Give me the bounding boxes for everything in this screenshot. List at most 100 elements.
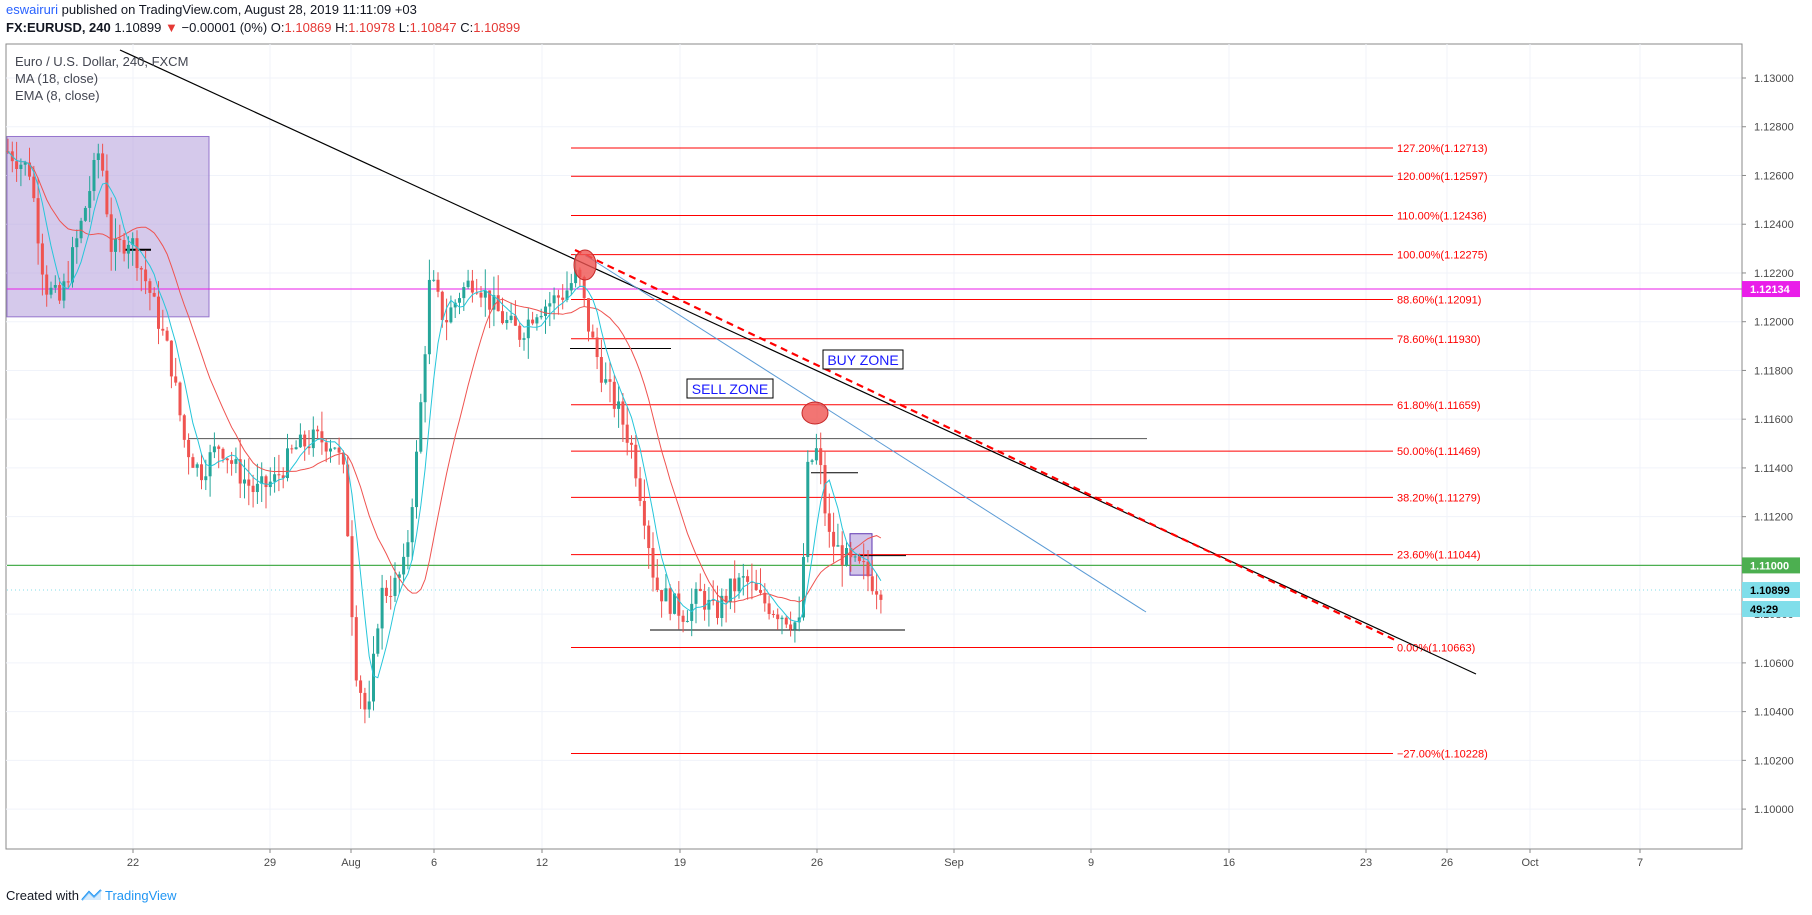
- candle-body: [316, 429, 320, 432]
- last-price-tag: 1.10899: [1750, 585, 1790, 597]
- legend-ma[interactable]: MA (18, close): [15, 71, 99, 86]
- candle-body: [389, 595, 393, 597]
- candle-body: [802, 556, 805, 618]
- time-tick-label: 26: [1441, 857, 1453, 869]
- candle-body: [62, 281, 66, 301]
- author-link[interactable]: eswairuri: [6, 2, 59, 17]
- buy-zone-annotation[interactable]: BUY ZONE: [822, 349, 904, 370]
- candle-body: [212, 446, 216, 453]
- candle-body: [810, 460, 814, 462]
- candle-body: [247, 479, 251, 486]
- candle-body: [109, 214, 113, 252]
- sell-zone-annotation[interactable]: SELL ZONE: [686, 378, 774, 399]
- candle-body: [625, 424, 629, 443]
- fib-level-label: 78.60%(1.11930): [1397, 334, 1481, 346]
- price-tags: 1.12134 1.11000 1.10899 49:29: [1742, 281, 1800, 618]
- price-tick-label: 1.12600: [1754, 170, 1794, 182]
- candle-body: [840, 545, 844, 566]
- candle-body: [866, 561, 870, 577]
- candle-body: [251, 485, 255, 493]
- fib-level-label: 38.20%(1.11279): [1397, 492, 1481, 504]
- time-tick-label: 7: [1637, 857, 1643, 869]
- candle-body: [638, 478, 642, 501]
- time-axis[interactable]: 22 29 Aug 6 12 19 26 Sep 9 16 23 26 Oct 7: [6, 848, 1742, 869]
- zone-layer: [6, 135, 873, 576]
- candle-body: [642, 500, 646, 526]
- candle-body: [432, 279, 436, 281]
- candle-body: [49, 287, 53, 295]
- symbol-info-line: FX:EURUSD, 240 1.10899 ▼ −0.00001 (0%) O…: [6, 20, 520, 35]
- candle-body: [819, 448, 823, 466]
- candle-body: [40, 243, 44, 275]
- candle-body: [204, 476, 208, 481]
- candle-body: [690, 603, 694, 621]
- tradingview-brand-link[interactable]: TradingView: [104, 888, 177, 903]
- dashed-trend-line: [574, 249, 1396, 641]
- candle-body: [509, 315, 513, 320]
- candle-body: [526, 319, 530, 339]
- candle-body: [165, 330, 169, 341]
- candle-body: [797, 617, 801, 623]
- candle-body: [83, 207, 87, 221]
- candle-body: [230, 460, 234, 464]
- candle-body: [673, 593, 676, 614]
- candle-body: [402, 556, 406, 575]
- fib-level-label: 88.60%(1.12091): [1397, 295, 1481, 307]
- legend-ema[interactable]: EMA (8, close): [15, 88, 100, 103]
- candle-body: [754, 582, 758, 591]
- fib-level-label: 61.80%(1.11659): [1397, 400, 1481, 412]
- price-axis[interactable]: 1.13000 1.12800 1.12600 1.12400 1.12200 1.120…: [1741, 44, 1794, 849]
- chart-pane[interactable]: [5, 43, 1743, 850]
- candle-body: [621, 401, 625, 425]
- candle-body: [707, 599, 711, 610]
- candle-body: [324, 442, 328, 452]
- candle-body: [458, 298, 461, 303]
- time-tick-label: 9: [1088, 857, 1094, 869]
- candle-body: [298, 434, 302, 448]
- candle-body: [759, 590, 762, 593]
- magenta-price-tag-bg: [1742, 281, 1800, 298]
- candle-body: [608, 379, 612, 382]
- candle-body: [114, 238, 117, 252]
- candle-body: [307, 446, 311, 449]
- candle-body: [15, 161, 19, 170]
- candle-body: [341, 452, 345, 465]
- candle-body: [552, 295, 556, 304]
- time-tick-label: 29: [264, 857, 276, 869]
- open-label: O:: [270, 20, 285, 35]
- candle-body: [419, 402, 423, 452]
- candle-body: [45, 274, 49, 295]
- second-top-marker-ellipse: [801, 401, 829, 425]
- candle-body: [131, 238, 135, 245]
- candle-body: [870, 576, 874, 592]
- candle-body: [157, 296, 160, 329]
- candle-body: [535, 317, 539, 324]
- fib-level-label: 23.60%(1.11044): [1397, 550, 1481, 562]
- candle-body: [333, 447, 337, 449]
- candle-body: [703, 590, 707, 610]
- candle-body: [531, 319, 535, 324]
- candle-body: [483, 290, 487, 298]
- candle-body: [776, 614, 780, 620]
- candle-body: [238, 459, 242, 484]
- candle-body: [221, 448, 225, 459]
- candle-body: [329, 448, 332, 452]
- candle-body: [793, 622, 797, 630]
- candle-body: [195, 464, 199, 468]
- candle-body: [139, 268, 143, 270]
- candle-body: [320, 431, 324, 443]
- candle-body: [505, 319, 509, 324]
- price-tick-label: 1.12800: [1754, 122, 1794, 134]
- candle-body: [544, 306, 547, 316]
- fib-level-label: 0.00%(1.10663): [1397, 643, 1475, 655]
- price-tick-label: 1.11400: [1754, 463, 1793, 475]
- candle-body: [698, 588, 702, 591]
- candle-body: [771, 613, 775, 615]
- candle-body: [36, 198, 40, 244]
- candle-body: [23, 162, 27, 165]
- candle-body: [814, 448, 818, 461]
- candle-body: [475, 292, 479, 294]
- candle-body: [591, 331, 595, 338]
- magenta-price-tag: 1.12134: [1750, 284, 1791, 296]
